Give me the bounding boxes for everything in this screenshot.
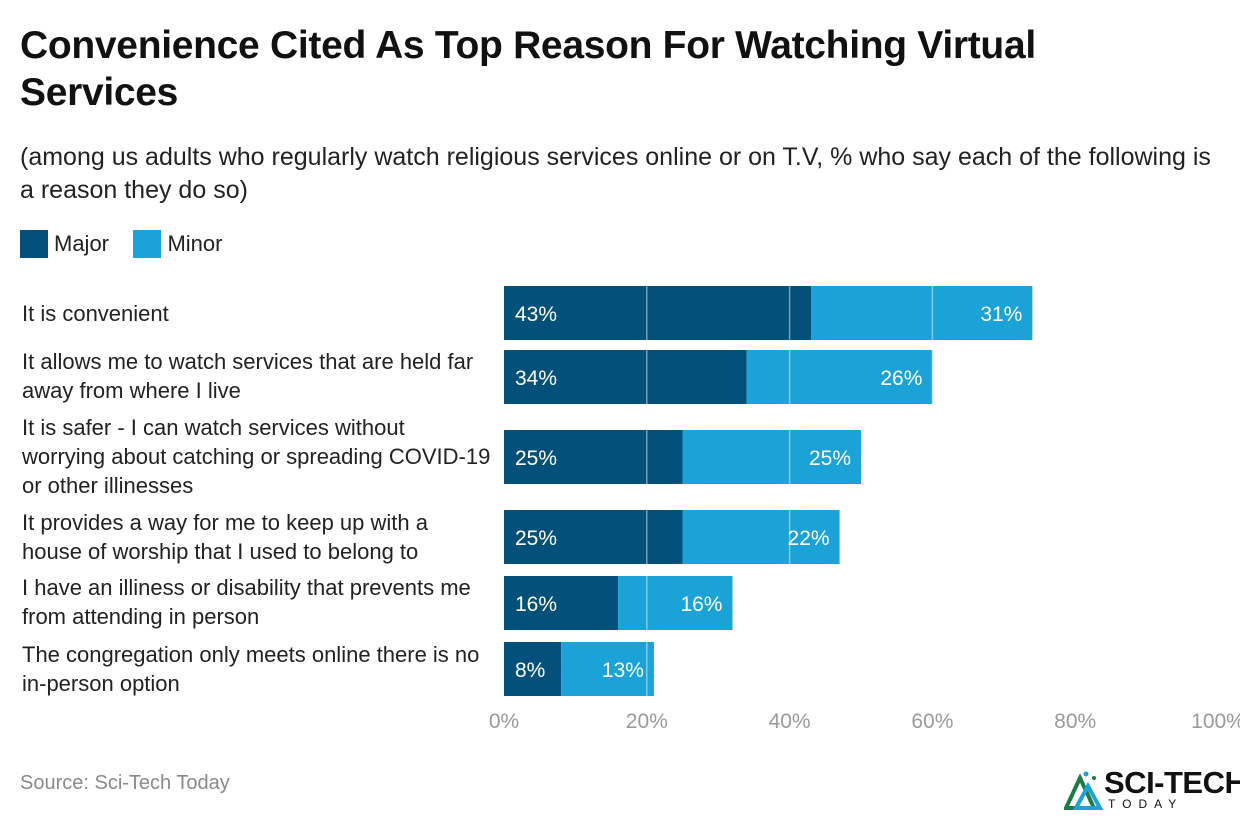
legend: Major Minor	[20, 230, 242, 260]
chart-subtitle: (among us adults who regularly watch rel…	[20, 143, 1211, 204]
data-labels: 43% 31% 34% 26% 25% 25% 25% 22% 16% 16% 8% 13%	[515, 303, 1022, 682]
bar-major-online-only	[504, 642, 562, 696]
legend-item-major: Major	[20, 230, 109, 258]
data-label-major-online-only: 8%	[515, 659, 545, 682]
x-tick-label: 40%	[769, 710, 811, 733]
data-label-minor-safer: 25%	[809, 447, 851, 470]
data-label-major-keep-up: 25%	[515, 527, 557, 550]
gridlines	[646, 286, 934, 696]
bar-major-keep-up	[504, 510, 683, 564]
bar-minor-safer	[682, 430, 861, 484]
chart-title: Convenience Cited As Top Reason For Watc…	[20, 24, 1036, 114]
row-label-online-only: The congregation only meets online there…	[22, 642, 480, 696]
bar-minor-far-away	[746, 350, 933, 404]
bar-major-far-away	[504, 350, 747, 404]
legend-label-minor: Minor	[167, 231, 223, 256]
legend-swatch-minor	[133, 230, 162, 258]
legend-label-major: Major	[54, 231, 110, 256]
source-note: Source: Sci-Tech Today	[20, 772, 230, 794]
bar-major-convenient	[504, 286, 812, 340]
brand-logo: SCI-TECH TODAY	[1064, 766, 1240, 814]
logo-mountain-icon	[1064, 771, 1104, 810]
logo-name: SCI-TECH	[1104, 765, 1240, 800]
row-label-far-away: It allows me to watch services that are …	[22, 349, 474, 403]
legend-item-minor: Minor	[133, 230, 222, 258]
bar-major-safer	[504, 430, 683, 484]
data-label-minor-convenient: 31%	[980, 303, 1022, 326]
x-tick-label: 0%	[489, 710, 519, 733]
bar-major-illness	[504, 576, 619, 630]
data-label-major-safer: 25%	[515, 447, 557, 470]
bars	[504, 286, 1033, 696]
bar-minor-online-only	[561, 642, 654, 696]
data-label-major-far-away: 34%	[515, 367, 557, 390]
data-label-minor-illness: 16%	[680, 593, 722, 616]
logo-tagline: TODAY	[1108, 797, 1184, 811]
data-label-minor-online-only: 13%	[602, 659, 644, 682]
row-label-safer: It is safer - I can watch services witho…	[22, 415, 491, 498]
data-label-minor-far-away: 26%	[880, 367, 922, 390]
x-tick-label: 80%	[1054, 710, 1096, 733]
legend-swatch-major	[20, 230, 48, 258]
bar-minor-illness	[618, 576, 733, 630]
data-label-major-convenient: 43%	[515, 303, 557, 326]
bar-minor-keep-up	[682, 510, 840, 564]
row-label-keep-up: It provides a way for me to keep up with…	[22, 510, 428, 564]
data-label-major-illness: 16%	[515, 593, 557, 616]
row-label-illness: I have an illiness or disability that pr…	[22, 575, 471, 629]
x-tick-label: 100%	[1191, 710, 1240, 733]
x-axis-ticks: 0% 20% 40% 60% 80% 100%	[489, 710, 1240, 733]
row-label-convenient: It is convenient	[22, 301, 169, 326]
data-label-minor-keep-up: 22%	[788, 527, 830, 550]
x-tick-label: 60%	[911, 710, 953, 733]
x-tick-label: 20%	[626, 710, 668, 733]
bar-minor-convenient	[811, 286, 1033, 340]
